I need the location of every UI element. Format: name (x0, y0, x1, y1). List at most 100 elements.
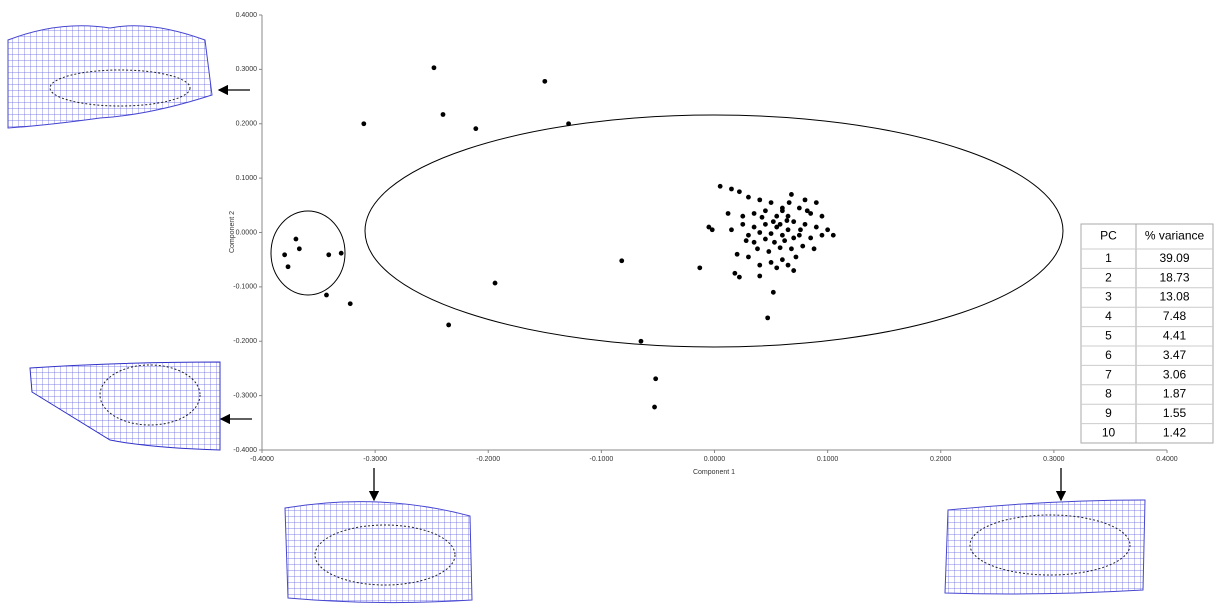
point (779, 232, 785, 238)
table-cell: 9 (1105, 406, 1112, 420)
point (808, 235, 814, 241)
point (757, 262, 763, 268)
point (729, 186, 734, 192)
point (770, 219, 776, 225)
point (800, 243, 806, 249)
table-cell: 18.73 (1159, 270, 1189, 284)
point (697, 265, 703, 271)
point (619, 258, 625, 264)
x-tick-label: -0.3000 (363, 456, 387, 463)
grid-top-left (7, 25, 213, 129)
y-tick-label: -0.4000 (233, 447, 257, 454)
point (777, 245, 783, 251)
group-circle (270, 210, 346, 296)
point (736, 189, 742, 195)
point (347, 301, 353, 307)
table-cell: 5 (1105, 328, 1112, 342)
table-cell: 1 (1105, 251, 1112, 265)
point (324, 292, 329, 298)
grid-bottom-right (944, 499, 1146, 595)
point (751, 211, 757, 216)
table-cell: 4.41 (1163, 328, 1187, 342)
point (717, 183, 723, 189)
point (785, 227, 791, 233)
point (819, 213, 825, 219)
table-cell: 3.47 (1163, 348, 1187, 362)
point (782, 238, 788, 244)
point (774, 224, 780, 230)
point (825, 227, 831, 233)
point (757, 273, 763, 279)
point (732, 270, 738, 276)
point (774, 265, 780, 271)
table-cell: 1.42 (1163, 425, 1187, 439)
table-cell: 39.09 (1159, 251, 1189, 265)
point (755, 246, 760, 252)
group-ellipse (364, 114, 1064, 348)
point (725, 211, 731, 216)
point (473, 126, 479, 132)
point (729, 227, 734, 233)
point (746, 254, 751, 260)
point (765, 315, 771, 321)
point (296, 246, 302, 252)
x-tick-label: 0.1000 (817, 456, 839, 463)
point (746, 194, 751, 200)
table-cell: 1.87 (1163, 387, 1187, 401)
point (802, 221, 808, 227)
point (757, 230, 763, 235)
x-tick-label: 0.4000 (1156, 456, 1178, 463)
point (779, 257, 785, 263)
point (774, 213, 780, 219)
point (746, 232, 751, 238)
point (638, 338, 644, 344)
table-cell: 1.55 (1163, 406, 1187, 420)
point (431, 65, 437, 71)
y-tick-label: 0.1000 (236, 175, 258, 182)
point (779, 208, 785, 214)
point (793, 254, 799, 260)
point (734, 251, 740, 257)
point (743, 238, 749, 244)
point (326, 252, 332, 258)
arrows (217, 84, 1067, 502)
y-tick-label: -0.1000 (233, 284, 257, 291)
table-cell: 13.08 (1159, 290, 1189, 304)
point (789, 192, 794, 197)
point (784, 218, 790, 223)
variance-table: PC % variance 1 39.09 2 18.73 3 13.08 4 7.48 5 4.41… (1080, 223, 1214, 444)
point (791, 235, 797, 241)
point (798, 227, 803, 233)
y-tick-label: -0.3000 (233, 392, 257, 399)
x-tick-label: 0.0000 (704, 456, 726, 463)
point (770, 289, 776, 295)
point (785, 213, 791, 219)
point (768, 200, 774, 205)
x-axis-label: Component 1 (693, 469, 735, 476)
point (709, 227, 715, 233)
point (751, 239, 757, 245)
point (706, 224, 712, 230)
point (736, 274, 742, 280)
point (759, 214, 765, 220)
point (566, 121, 571, 127)
table-cell: 7 (1105, 367, 1112, 381)
y-tick-label: 0.2000 (236, 121, 258, 128)
point (796, 232, 802, 238)
point (768, 231, 774, 236)
point (813, 224, 819, 230)
table-header: PC (1100, 229, 1117, 243)
x-tick-label: 0.3000 (1043, 456, 1065, 463)
point (763, 236, 768, 242)
point (653, 376, 659, 382)
point (361, 121, 367, 127)
y-tick-label: -0.2000 (233, 338, 257, 345)
point (766, 249, 772, 254)
point (791, 219, 797, 225)
table-cell: 2 (1105, 270, 1112, 284)
point (751, 224, 757, 230)
point (772, 239, 777, 245)
point (492, 280, 498, 286)
point (763, 208, 768, 214)
